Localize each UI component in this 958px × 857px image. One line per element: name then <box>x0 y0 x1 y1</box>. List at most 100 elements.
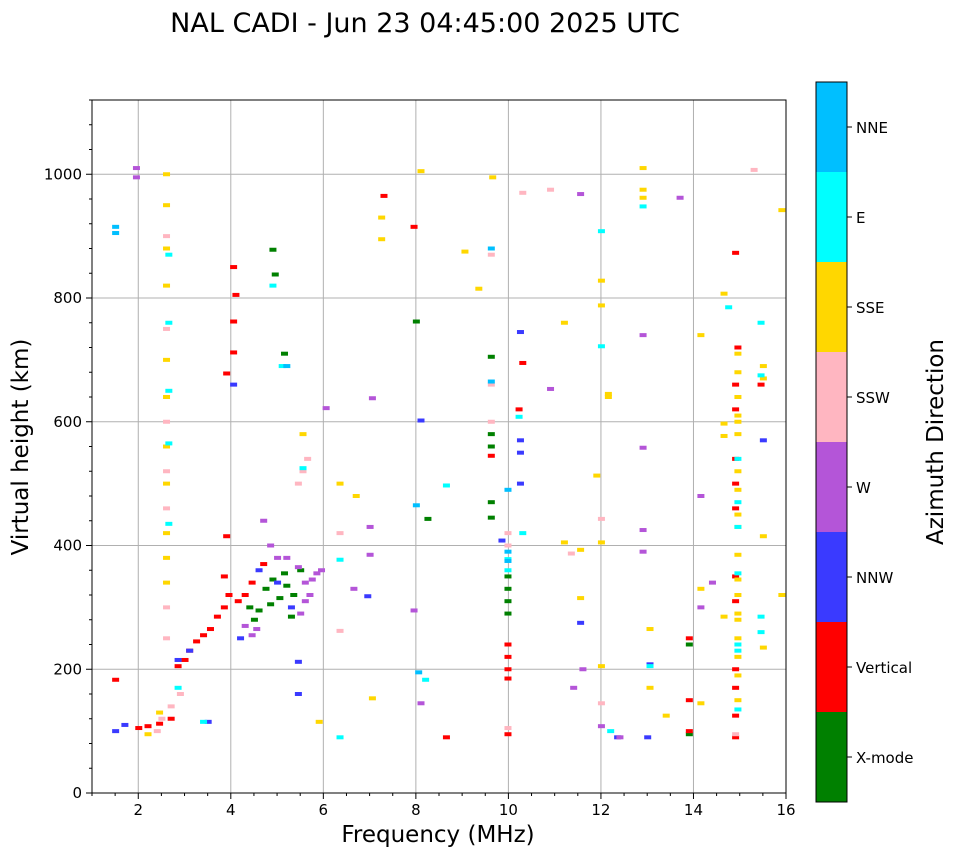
echo-point <box>604 391 612 396</box>
y-axis: 0 200 400 600 800 1000 <box>44 99 92 802</box>
echo-point <box>260 562 268 567</box>
echo-point <box>487 419 495 424</box>
echo-point <box>639 166 647 171</box>
echo-point <box>757 630 765 635</box>
echo-point <box>350 586 358 591</box>
echo-point <box>697 494 705 498</box>
echo-point <box>757 320 765 325</box>
echo-point <box>732 599 740 604</box>
echo-point <box>732 574 740 579</box>
echo-point <box>290 593 298 597</box>
echo-point <box>734 419 742 424</box>
echo-point <box>269 283 277 288</box>
echo-point <box>489 175 497 180</box>
echo-point <box>676 195 684 200</box>
echo-point <box>410 224 418 229</box>
echo-point <box>294 692 302 696</box>
echo-point <box>163 506 171 511</box>
echo-point <box>685 642 693 647</box>
echo-point <box>299 432 307 437</box>
echo-point <box>417 418 425 423</box>
echo-point <box>336 557 344 562</box>
echo-point <box>597 344 605 349</box>
echo-point <box>165 320 173 325</box>
colorbar-segment <box>816 442 847 532</box>
echo-point <box>163 444 171 449</box>
echo-point <box>487 379 495 384</box>
echo-point <box>516 481 524 486</box>
echo-point <box>759 364 767 369</box>
echo-point <box>697 605 705 610</box>
echo-point <box>163 395 171 399</box>
echo-point <box>287 614 295 619</box>
series-nne <box>112 224 512 675</box>
echo-point <box>112 231 120 236</box>
echo-point <box>570 685 578 690</box>
echo-point <box>639 528 647 533</box>
echo-point <box>487 382 495 387</box>
grid-lines <box>92 100 787 794</box>
echo-point <box>112 729 120 734</box>
echo-point <box>504 586 512 591</box>
chart-title: NAL CADI - Jun 23 04:45:00 2025 UTC <box>170 8 680 39</box>
echo-point <box>732 506 740 511</box>
echo-point <box>750 167 758 172</box>
echo-point <box>579 667 587 672</box>
echo-point <box>504 574 512 579</box>
echo-point <box>297 611 305 616</box>
echo-point <box>734 617 742 622</box>
y-tick-label: 0 <box>72 784 82 802</box>
x-tick-label: 14 <box>684 801 703 819</box>
echo-point <box>267 543 275 548</box>
echo-point <box>336 481 344 486</box>
x-tick-label: 8 <box>411 801 421 819</box>
echo-point <box>604 395 612 399</box>
echo-point <box>283 583 291 588</box>
echo-point <box>156 721 164 726</box>
echo-point <box>322 406 330 411</box>
echo-point <box>757 373 765 378</box>
echo-point <box>163 283 171 288</box>
echo-point <box>487 246 495 251</box>
echo-point <box>163 419 171 424</box>
echo-point <box>734 456 742 461</box>
echo-point <box>734 524 742 529</box>
echo-point <box>732 685 740 690</box>
echo-point <box>498 538 506 543</box>
echo-point <box>294 481 302 486</box>
echo-point <box>230 350 238 355</box>
echo-point <box>504 676 512 681</box>
x-tick-label: 4 <box>226 801 236 819</box>
y-axis-label: Virtual height (km) <box>8 339 34 556</box>
echo-point <box>597 516 605 521</box>
echo-point <box>412 319 420 324</box>
echo-point <box>156 710 164 715</box>
echo-point <box>193 639 201 644</box>
echo-point <box>646 664 654 669</box>
echo-point <box>248 580 256 585</box>
echo-point <box>644 735 652 740</box>
echo-point <box>639 187 647 192</box>
echo-point <box>759 376 767 381</box>
echo-point <box>294 565 302 570</box>
echo-point <box>246 605 254 610</box>
echo-point <box>366 524 374 529</box>
echo-point <box>297 568 305 573</box>
echo-point <box>560 540 568 545</box>
echo-point <box>734 395 742 399</box>
echo-point <box>412 503 420 508</box>
echo-point <box>519 531 527 536</box>
echo-point <box>255 608 263 613</box>
echo-point <box>487 515 495 520</box>
echo-point <box>132 175 140 180</box>
echo-point <box>487 354 495 359</box>
echo-point <box>607 729 615 734</box>
echo-point <box>734 413 742 418</box>
echo-point <box>597 701 605 706</box>
echo-point <box>504 667 512 672</box>
echo-point <box>230 319 238 324</box>
echo-point <box>734 611 742 616</box>
colorbar-tick-label: SSE <box>856 299 885 317</box>
echo-point <box>380 193 388 198</box>
